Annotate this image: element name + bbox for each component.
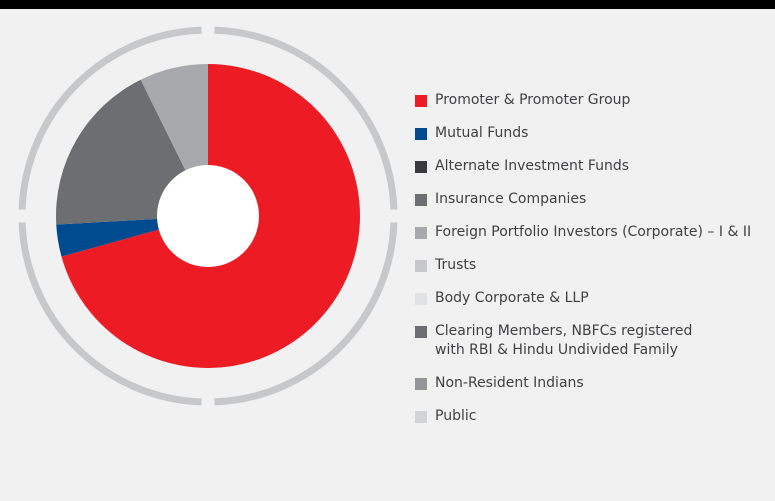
legend-label: Body Corporate & LLP [435, 290, 589, 306]
outer-ring [18, 26, 398, 406]
legend-item: Mutual Funds [415, 124, 765, 143]
legend-label: Promoter & Promoter Group [435, 92, 631, 108]
ring-arc [214, 222, 398, 406]
legend-item: Alternate Investment Funds [415, 157, 765, 176]
legend-label: Non-Resident Indians [435, 375, 584, 391]
legend-item: Public [415, 407, 765, 426]
legend-swatch [415, 95, 427, 107]
legend-label: Trusts [435, 257, 477, 273]
ring-arc [214, 26, 398, 210]
legend-swatch [415, 260, 427, 272]
legend-label: Insurance Companies [435, 191, 587, 207]
legend-swatch [415, 161, 427, 173]
legend-label: Foreign Portfolio Investors (Corporate) … [435, 224, 752, 240]
legend-swatch [415, 128, 427, 140]
legend-swatch [415, 326, 427, 338]
legend-item: Clearing Members, NBFCs registered with … [415, 322, 765, 360]
ring-arc [18, 26, 202, 210]
legend-label: Mutual Funds [435, 125, 529, 141]
legend-swatch [415, 378, 427, 390]
legend-label: Clearing Members, NBFCs registered with … [435, 323, 693, 358]
ring-arc [18, 222, 202, 406]
legend-item: Body Corporate & LLP [415, 289, 765, 308]
legend-label: Public [435, 408, 477, 424]
legend-swatch [415, 411, 427, 423]
legend-item: Insurance Companies [415, 190, 765, 209]
legend-item: Trusts [415, 256, 765, 275]
legend: Promoter & Promoter Group Mutual Funds Alt… [415, 91, 765, 440]
legend-label: Alternate Investment Funds [435, 158, 630, 174]
legend-swatch [415, 227, 427, 239]
legend-swatch [415, 194, 427, 206]
legend-item: Foreign Portfolio Investors (Corporate) … [415, 223, 765, 242]
legend-item: Non-Resident Indians [415, 374, 765, 393]
legend-item: Promoter & Promoter Group [415, 91, 765, 110]
top-bar [0, 0, 775, 9]
donut-hole [157, 165, 259, 267]
legend-swatch [415, 293, 427, 305]
